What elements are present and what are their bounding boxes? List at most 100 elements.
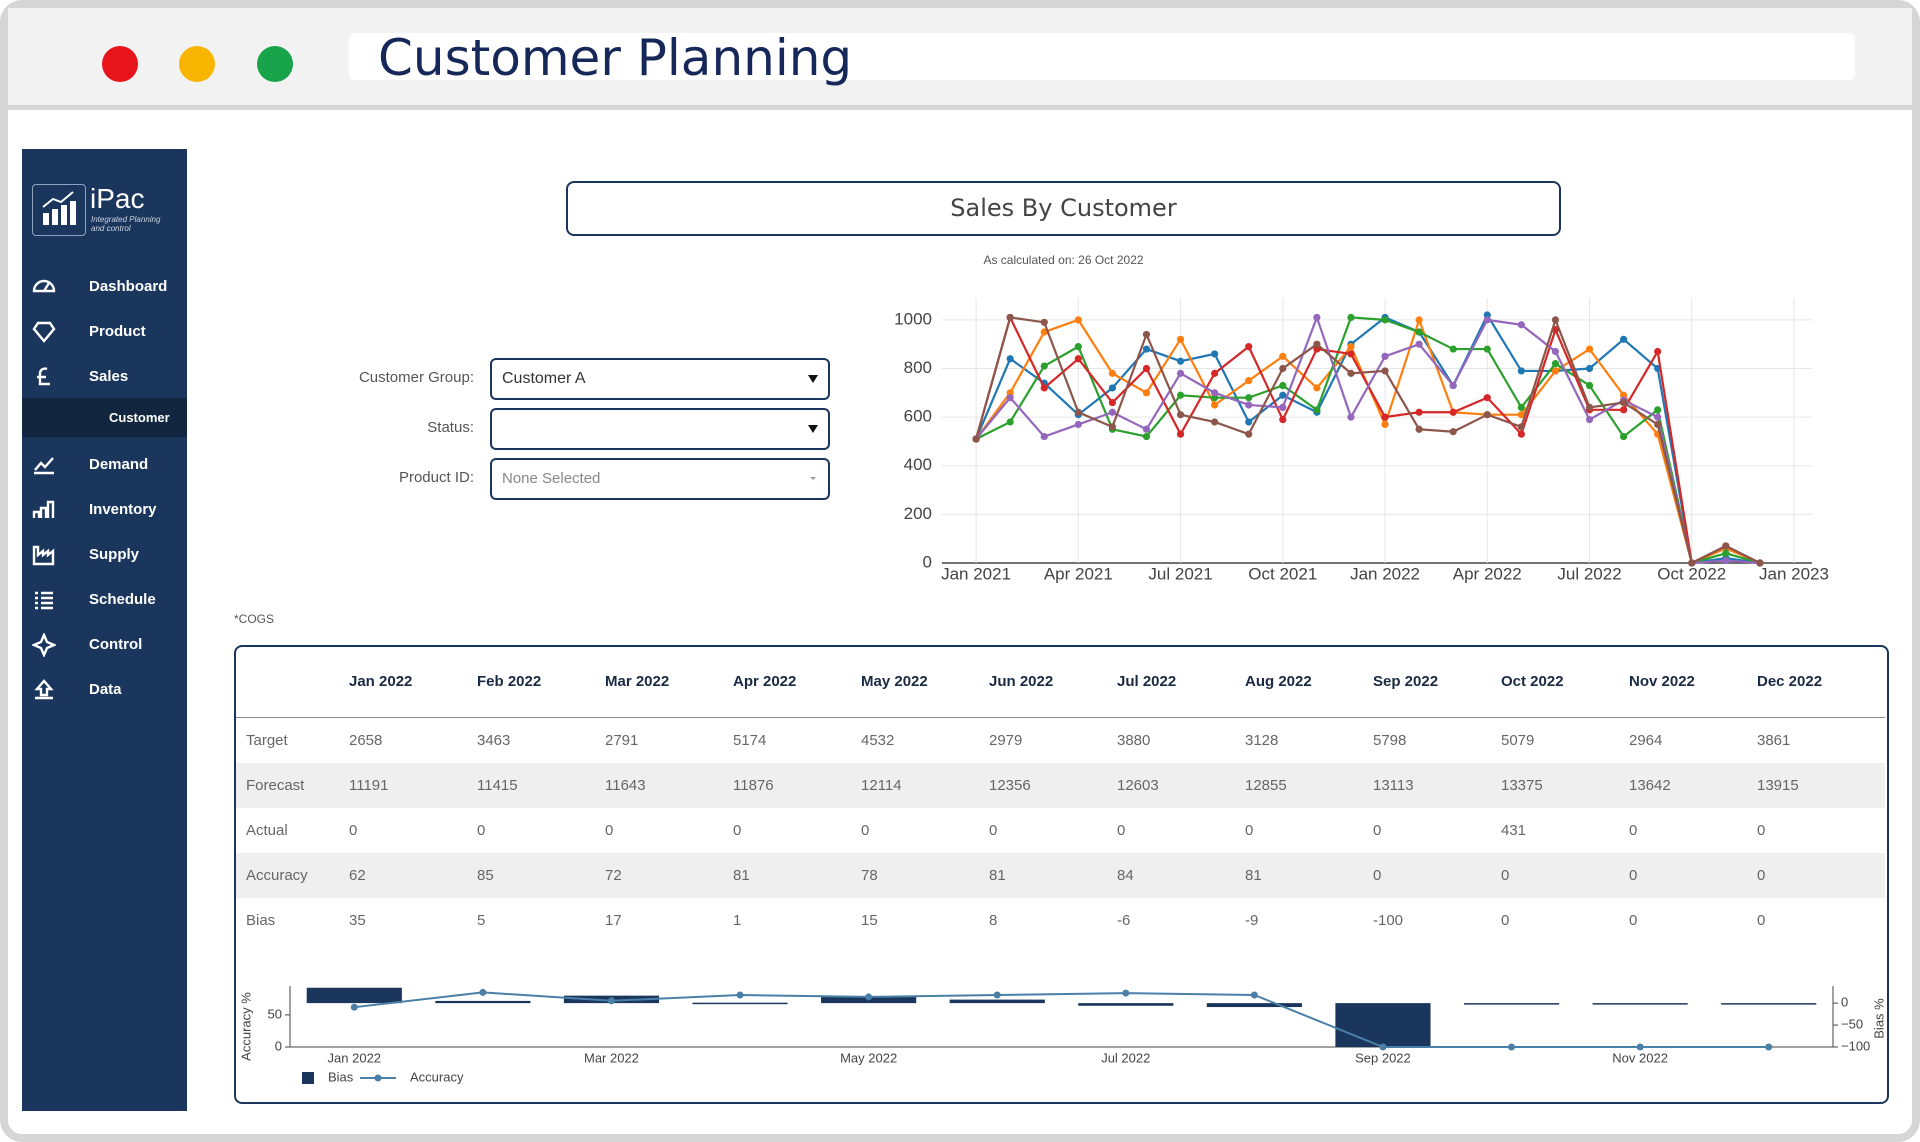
filter-label: Status: — [427, 419, 474, 436]
dropdown[interactable] — [490, 408, 830, 450]
header-row: Jan 2022 Feb 2022 Mar 2022 Apr 2022 May 2022… — [236, 647, 1885, 718]
icon-shape — [32, 279, 56, 293]
column-header: Jul 2022 — [1117, 647, 1245, 718]
table-cell: -6 — [1117, 912, 1131, 929]
nav-label: Supply — [89, 546, 140, 563]
table-cell: 2791 — [605, 732, 639, 749]
table-cell: 5 — [477, 912, 486, 929]
close-button[interactable] — [102, 46, 138, 82]
nav-item[interactable]: Inventory — [22, 490, 187, 530]
brand: iPac — [90, 183, 145, 214]
dropdown[interactable]: Customer A — [490, 358, 830, 400]
table-cell: 11191 — [349, 763, 477, 808]
table-row: Actual 0 0 0 0 0 0 0 0 0 431 0 0 — [236, 808, 1885, 853]
nav-item[interactable]: Sales — [22, 357, 187, 397]
table-cell: 12114 — [861, 763, 989, 808]
column-header: Jan 2022 — [349, 647, 477, 718]
icon-shape — [34, 457, 54, 475]
table-cell: 0 — [1501, 853, 1629, 898]
table-cell: 0 — [1757, 912, 1766, 929]
table-cell: 4532 — [861, 732, 895, 749]
nav-item[interactable]: Data — [22, 670, 187, 710]
table-cell: 3463 — [477, 732, 511, 749]
table-cell: 0 — [1629, 853, 1757, 898]
row-label: Accuracy — [236, 853, 349, 898]
table-cell: -100 — [1373, 912, 1404, 929]
nav-label: Control — [89, 636, 143, 653]
table-cell: 3861 — [1757, 732, 1791, 749]
table-cell: 8 — [989, 912, 998, 929]
table-cell: 2964 — [1629, 732, 1663, 749]
table-cell: 13113 — [1373, 763, 1501, 808]
table-cell: 5174 — [733, 732, 767, 749]
table-cell: 85 — [477, 853, 605, 898]
nav-label: Demand — [89, 456, 149, 473]
nav-subitem[interactable]: Customer — [22, 398, 187, 437]
table-cell: 13375 — [1501, 763, 1629, 808]
table-cell: 12603 — [1117, 763, 1245, 808]
table-cell: 78 — [861, 853, 989, 898]
header-cell — [236, 647, 349, 718]
nav-label: Data — [89, 681, 122, 698]
table-cell: 0 — [1117, 822, 1126, 839]
column-header: Jun 2022 — [989, 647, 1117, 718]
sidebar: iPac Integrated Planning and control Das… — [22, 149, 187, 1111]
column-header: Apr 2022 — [733, 647, 861, 718]
arrow — [810, 477, 816, 480]
table-cell: 0 — [989, 822, 998, 839]
nav-item[interactable]: Control — [22, 625, 187, 665]
table-cell: 72 — [605, 853, 733, 898]
column-header: Aug 2022 — [1245, 647, 1373, 718]
icon-shape — [32, 633, 56, 657]
table-cell: 12855 — [1245, 763, 1373, 808]
nav-item[interactable]: Product — [22, 312, 187, 352]
table-cell: 3128 — [1245, 732, 1279, 749]
table-cell: 5798 — [1373, 732, 1407, 749]
table-cell: 5079 — [1501, 732, 1535, 749]
nav-label: Inventory — [89, 501, 157, 518]
nav-icon — [32, 500, 55, 518]
maximize-button[interactable] — [257, 46, 293, 82]
icon-shape — [35, 591, 53, 610]
summary-panel: Jan 2022 Feb 2022 Mar 2022 Apr 2022 May 2022… — [234, 645, 1889, 1104]
logo-icon — [42, 191, 76, 225]
icon-shape — [34, 679, 54, 700]
nav-label: Product — [89, 323, 146, 340]
nav-item[interactable]: Demand — [22, 445, 187, 485]
table-cell: 11876 — [733, 763, 861, 808]
table-cell: 0 — [1629, 912, 1638, 929]
table-cell: 0 — [1757, 853, 1885, 898]
nav-item[interactable]: Schedule — [22, 580, 187, 620]
icon-shape — [32, 500, 55, 518]
window-title: Customer Planning — [378, 29, 853, 87]
table-cell: 1 — [733, 912, 742, 929]
table-cell: 0 — [733, 822, 742, 839]
nav-label: Customer — [109, 410, 170, 425]
tagline: Integrated Planning and control — [91, 215, 161, 233]
note: *COGS — [234, 612, 275, 626]
minimize-button[interactable] — [179, 46, 215, 82]
filter-label: Customer Group: — [358, 369, 474, 386]
table-cell: 0 — [1501, 912, 1510, 929]
table-cell: 3880 — [1117, 732, 1151, 749]
nav-icon — [37, 367, 50, 386]
nav-icon — [35, 591, 53, 610]
table-cell: 0 — [477, 822, 486, 839]
icon-shape — [37, 367, 50, 386]
page-subtitle: As calculated on: 26 Oct 2022 — [983, 253, 1144, 267]
nav-item[interactable]: Dashboard — [22, 267, 187, 307]
column-header: Dec 2022 — [1757, 647, 1885, 718]
row-label: Actual — [246, 822, 288, 839]
column-header: Oct 2022 — [1501, 647, 1629, 718]
table-cell: 81 — [1245, 853, 1373, 898]
column-header: Nov 2022 — [1629, 647, 1757, 718]
table-cell: 0 — [1245, 822, 1254, 839]
table-cell: 11643 — [605, 763, 733, 808]
dropdown[interactable]: None Selected — [490, 458, 830, 500]
table-cell: 431 — [1501, 822, 1527, 839]
nav-icon — [32, 321, 56, 343]
nav-item[interactable]: Supply — [22, 535, 187, 575]
table-cell: 0 — [1757, 822, 1766, 839]
nav-label: Sales — [89, 368, 129, 385]
